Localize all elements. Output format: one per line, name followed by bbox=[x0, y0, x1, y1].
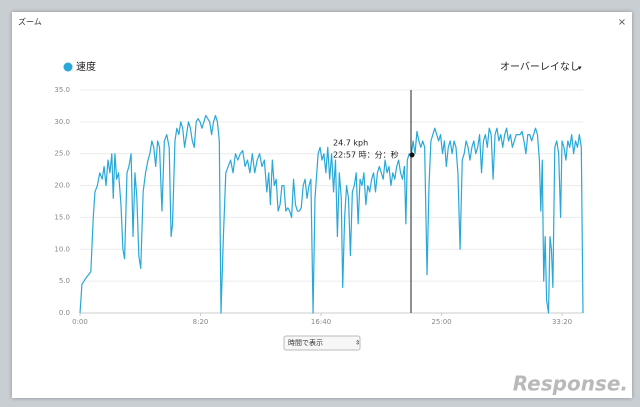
y-tick-label: 20.0 bbox=[54, 182, 70, 190]
x-tick-label: 0:00 bbox=[72, 318, 88, 326]
x-tick-label: 33:20 bbox=[552, 318, 572, 326]
x-tick-label: 25:00 bbox=[431, 318, 451, 326]
overlay-select[interactable]: オーバーレイなし bbox=[500, 61, 580, 73]
watermark: Response. bbox=[513, 372, 628, 396]
y-tick-label: 10.0 bbox=[54, 245, 70, 253]
x-tick-label: 8:20 bbox=[193, 318, 209, 326]
zoom-dialog bbox=[12, 12, 632, 398]
x-mode-select[interactable] bbox=[283, 335, 361, 351]
y-tick-label: 5.0 bbox=[59, 277, 70, 285]
hover-dot bbox=[409, 152, 415, 158]
close-button[interactable]: × bbox=[618, 17, 626, 28]
legend-dot bbox=[63, 62, 73, 72]
y-tick-label: 35.0 bbox=[54, 86, 70, 94]
tooltip-value: 24.7 kph bbox=[333, 139, 368, 148]
x-mode-caret: ⇕ bbox=[355, 340, 360, 347]
legend-label: 速度 bbox=[76, 60, 96, 73]
y-tick-label: 15.0 bbox=[54, 213, 70, 221]
x-mode-label: 時間で表示 bbox=[288, 338, 323, 347]
overlay-caret: ▾ bbox=[578, 64, 582, 72]
dialog-title: ズーム bbox=[18, 17, 42, 27]
y-tick-label: 0.0 bbox=[59, 309, 70, 317]
y-tick-label: 25.0 bbox=[54, 150, 70, 158]
y-tick-label: 30.0 bbox=[54, 118, 70, 126]
tooltip-time: 22:57 時：分：秒 bbox=[333, 150, 399, 160]
speed-line bbox=[79, 114, 584, 314]
x-tick-label: 16:40 bbox=[311, 318, 331, 326]
